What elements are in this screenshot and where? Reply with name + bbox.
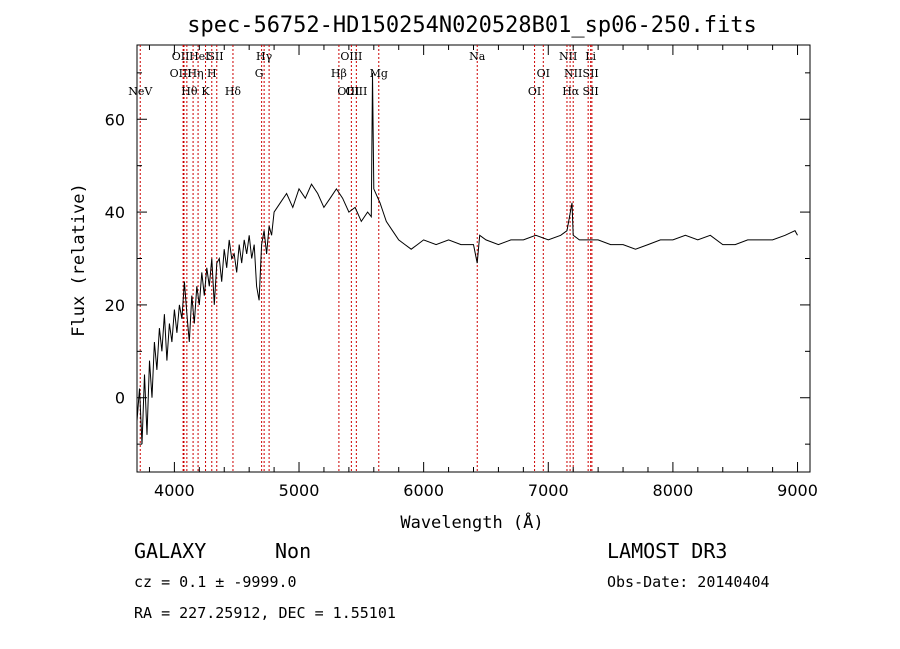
x-axis-label: Wavelength (Å) [400, 511, 543, 533]
spectral-line-label: OIII [337, 85, 359, 98]
spectral-line-label: Hβ [331, 67, 347, 80]
spectral-line-label: OI [537, 67, 550, 80]
y-tick-label: 60 [105, 110, 125, 129]
coordinates: RA = 227.25912, DEC = 1.55101 [134, 604, 396, 622]
observation-date: Obs-Date: 20140404 [607, 573, 770, 591]
survey-name: LAMOST DR3 [607, 539, 727, 563]
spectral-line-label: Hδ [225, 85, 242, 98]
spectrum-line [136, 72, 798, 445]
y-tick-label: 40 [105, 203, 125, 222]
spectral-line-label: OII [172, 50, 190, 63]
x-tick-label: 6000 [403, 481, 444, 500]
x-tick-label: 8000 [653, 481, 694, 500]
y-axis-label: Flux (relative) [69, 183, 89, 337]
spectral-line-label: H [207, 67, 217, 80]
spectrum-series [136, 72, 798, 445]
spectral-line-label: OI [528, 85, 541, 98]
redshift-info: cz = 0.1 ± -9999.0 [134, 573, 297, 591]
spectral-line-label: SII [583, 85, 599, 98]
x-tick-label: 5000 [279, 481, 320, 500]
spectral-line-label: Li [585, 50, 596, 63]
spectral-line-label: OIII [170, 67, 192, 80]
x-tick-label: 4000 [154, 481, 195, 500]
spectral-line-label: G [255, 67, 264, 80]
spectral-line-label: OIII [345, 85, 367, 98]
spectral-line-label: Hη [187, 67, 203, 80]
chart-title: spec-56752-HD150254N020528B01_sp06-250.f… [187, 13, 757, 38]
spectral-line-label: NII [564, 67, 582, 80]
spectral-line-label: Hα [562, 85, 580, 98]
x-tick-label: 9000 [777, 481, 818, 500]
spectral-line-label: NeV [128, 85, 153, 98]
spectral-line-label: Hγ [256, 50, 273, 63]
spectral-line-label: K [201, 85, 210, 98]
spectral-line-label: SII [207, 50, 223, 63]
axis-ticks: 4000 5000 6000 7000 8000 9000 0 20 40 60 [105, 45, 818, 500]
x-tick-label: 7000 [528, 481, 569, 500]
y-tick-label: 20 [105, 296, 125, 315]
spectral-line-markers [139, 45, 593, 472]
spectral-line-label: OIII [340, 50, 362, 63]
spectral-line-label: Mg [370, 67, 388, 80]
object-subclass: Non [275, 539, 311, 563]
spectral-line-label: Hθ [181, 85, 198, 98]
spectral-line-label: HeI [189, 50, 209, 63]
spectral-line-label: NII [559, 50, 577, 63]
object-class: GALAXY [134, 539, 206, 563]
spectral-line-label: Na [469, 50, 486, 63]
spectral-line-label: SII [583, 67, 599, 80]
y-tick-label: 0 [115, 389, 125, 408]
